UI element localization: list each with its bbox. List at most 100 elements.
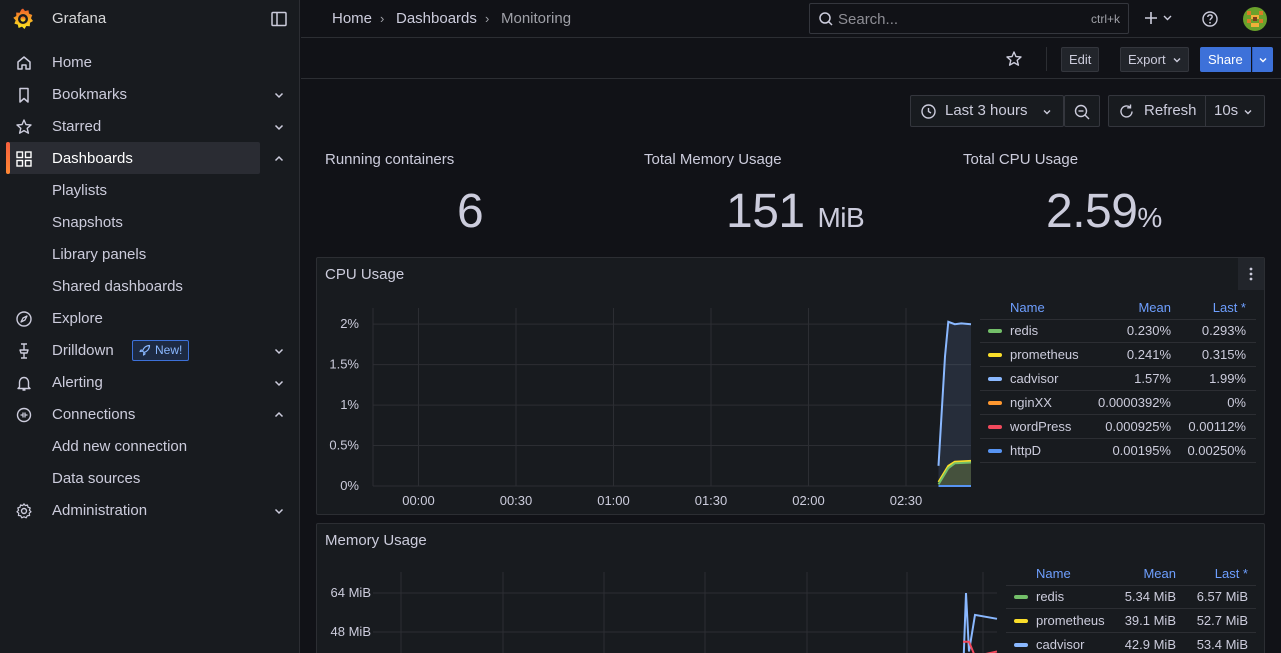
nav-item-home[interactable]: Home: [0, 46, 300, 78]
series-area-prometheus: [938, 460, 971, 486]
legend-swatch: [988, 329, 1002, 333]
active-indicator: [6, 142, 10, 174]
legend-name: nginXX: [1010, 395, 1052, 410]
nav-sub-library-panels[interactable]: Library panels: [0, 238, 300, 270]
nav-item-starred[interactable]: Starred: [0, 110, 300, 142]
legend-swatch: [988, 377, 1002, 381]
time-range-picker[interactable]: Last 3 hours: [910, 95, 1064, 127]
series-line-wordPress: [963, 640, 998, 653]
share-options-button[interactable]: [1252, 47, 1273, 72]
dock-menu-icon[interactable]: [270, 10, 288, 28]
legend-header: Name Mean Last *: [1006, 562, 1256, 586]
legend-name: redis: [1010, 323, 1039, 338]
share-button[interactable]: Share: [1200, 47, 1251, 72]
legend-header-last[interactable]: Last *: [1212, 300, 1246, 315]
nav-label: Connections: [52, 406, 136, 423]
legend-row-httpd[interactable]: httpD 0.00195% 0.00250%: [980, 439, 1256, 463]
chevron-up-icon[interactable]: [272, 408, 286, 422]
cpu-legend: Name Mean Last * redis 0.230% 0.293% promet…: [980, 296, 1256, 466]
nav-label: Library panels: [52, 246, 147, 263]
clock-icon: [921, 104, 936, 119]
refresh-icon: [1120, 104, 1133, 118]
export-button[interactable]: Export: [1120, 47, 1189, 72]
nav-label: Starred: [52, 118, 102, 135]
nav-sub-shared-dashboards[interactable]: Shared dashboards: [0, 270, 300, 302]
legend-row-prometheus[interactable]: prometheus 39.1 MiB 52.7 MiB: [1006, 609, 1256, 633]
breadcrumb-home[interactable]: Home: [332, 10, 373, 27]
legend-last: 0%: [1227, 395, 1246, 410]
nav-item-dashboards[interactable]: Dashboards: [0, 142, 300, 174]
legend-name: cadvisor: [1036, 637, 1085, 652]
legend-row-redis[interactable]: redis 5.34 MiB 6.57 MiB: [1006, 585, 1256, 609]
legend-mean: 0.230%: [1126, 323, 1171, 338]
breadcrumb-separator: ›: [485, 11, 490, 26]
chevron-down-icon[interactable]: [272, 344, 286, 358]
chevron-down-icon[interactable]: [272, 376, 286, 390]
x-tick-label: 02:00: [792, 493, 825, 508]
chevron-down-icon[interactable]: [272, 120, 286, 134]
nav-item-explore[interactable]: Explore: [0, 302, 300, 334]
legend-row-cadvisor[interactable]: cadvisor 1.57% 1.99%: [980, 367, 1256, 391]
search-shortcut: ctrl+k: [1090, 12, 1120, 26]
legend-header-last[interactable]: Last *: [1214, 566, 1248, 581]
nav-sub-snapshots[interactable]: Snapshots: [0, 206, 300, 238]
chevron-down-icon[interactable]: [272, 504, 286, 518]
breadcrumb-dashboards[interactable]: Dashboards: [396, 10, 477, 27]
nav-item-drilldown[interactable]: Drilldown New!: [0, 334, 300, 366]
nav-item-administration[interactable]: Administration: [0, 494, 300, 526]
edit-button[interactable]: Edit: [1061, 47, 1100, 72]
chevron-down-icon: [1173, 58, 1181, 63]
stat-value-total-memory: 151 MiB: [726, 184, 865, 239]
legend-row-prometheus[interactable]: prometheus 0.241% 0.315%: [980, 343, 1256, 367]
export-label: Export: [1128, 52, 1166, 67]
nav-menu: Home Bookmarks Starred Dashboards: [0, 46, 300, 526]
drilldown-icon: [19, 343, 29, 359]
refresh-interval-picker[interactable]: 10s: [1205, 95, 1265, 127]
legend-row-wordpress[interactable]: wordPress 0.000925% 0.00112%: [980, 415, 1256, 439]
legend-row-cadvisor[interactable]: cadvisor 42.9 MiB 53.4 MiB: [1006, 633, 1256, 653]
stat-number: 6: [457, 185, 484, 238]
top-bar: Home › Dashboards › Monitoring Search...…: [301, 0, 1281, 38]
refresh-button[interactable]: Refresh: [1108, 95, 1206, 127]
grafana-logo-icon[interactable]: [11, 7, 35, 31]
mark-favorite-star-icon[interactable]: [1005, 50, 1023, 68]
search-input[interactable]: Search... ctrl+k: [809, 3, 1129, 34]
legend-header-mean[interactable]: Mean: [1143, 566, 1176, 581]
avatar[interactable]: [1243, 7, 1267, 31]
nav-sub-playlists[interactable]: Playlists: [0, 174, 300, 206]
help-icon[interactable]: [1201, 10, 1219, 28]
legend-header-name[interactable]: Name: [1036, 566, 1071, 581]
compass-icon: [16, 311, 32, 327]
search-icon: [819, 12, 833, 26]
app-name: Grafana: [52, 10, 107, 27]
nav-label: Home: [52, 54, 93, 71]
breadcrumb-current: Monitoring: [501, 10, 572, 27]
star-icon: [16, 119, 32, 134]
legend-header-mean[interactable]: Mean: [1138, 300, 1171, 315]
legend-swatch: [1014, 619, 1028, 623]
nav-sub-add-new-connection[interactable]: Add new connection: [0, 430, 300, 462]
zoom-out-button[interactable]: [1064, 95, 1100, 127]
new-menu-button[interactable]: [1143, 9, 1175, 30]
nav-item-connections[interactable]: Connections: [0, 398, 300, 430]
legend-name: httpD: [1010, 443, 1042, 458]
nav-item-bookmarks[interactable]: Bookmarks: [0, 78, 300, 110]
legend-last: 1.99%: [1209, 371, 1246, 386]
chevron-down-icon[interactable]: [272, 88, 286, 102]
panel-menu-button[interactable]: [1238, 258, 1264, 290]
series-line-cadvisor: [962, 592, 998, 653]
edit-label: Edit: [1069, 52, 1092, 67]
legend-row-redis[interactable]: redis 0.230% 0.293%: [980, 319, 1256, 343]
legend-header-name[interactable]: Name: [1010, 300, 1045, 315]
memory-usage-chart: 64 MiB 48 MiB: [331, 572, 998, 653]
home-icon: [17, 56, 31, 70]
stat-number: 2.59: [1046, 185, 1138, 238]
nav-sub-data-sources[interactable]: Data sources: [0, 462, 300, 494]
chevron-up-icon[interactable]: [272, 152, 286, 166]
legend-last: 0.00112%: [1188, 419, 1246, 434]
nav-item-alerting[interactable]: Alerting: [0, 366, 300, 398]
x-tick-label: 00:00: [402, 493, 435, 508]
y-tick-label: 1.5%: [329, 357, 359, 372]
legend-row-nginxx[interactable]: nginXX 0.0000392% 0%: [980, 391, 1256, 415]
rocket-icon: [139, 344, 151, 356]
